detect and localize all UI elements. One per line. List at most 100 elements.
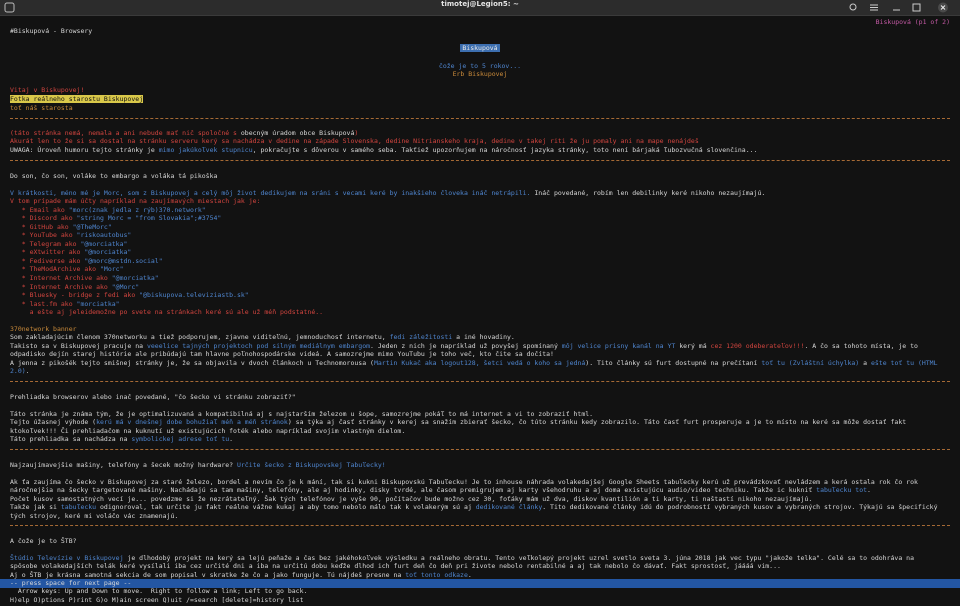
- text: odpadisko dejín starej histórie ale prib…: [10, 349, 554, 358]
- link[interactable]: "morciatka": [76, 299, 120, 308]
- terminal-line: UWAGA: Úroveň humoru tejto stránky je mi…: [10, 146, 757, 155]
- text: Najzaujímavejšie mašiny, telefóny a šece…: [10, 460, 237, 469]
- link[interactable]: 2.0): [10, 366, 26, 375]
- text: Arrow keys: Up and Down to move. Right t…: [10, 586, 308, 595]
- text: UWAGA: Úroveň humoru tejto stránky je: [10, 145, 159, 154]
- link[interactable]: Štúdio Televízie v Biskupovej: [10, 553, 124, 562]
- link[interactable]: "string Morc = "from Slovakia";#3754": [76, 213, 222, 222]
- link[interactable]: toť tu (Zvláštní úchylka): [761, 358, 860, 367]
- terminal-line: Erb Biskupovej: [0, 70, 960, 79]
- terminal-line: * Discord ako "string Morc = "from Slova…: [10, 213, 222, 223]
- text: Som zakladajúcim členom 370networku a ti…: [10, 332, 390, 341]
- link[interactable]: "riskoautobus": [76, 230, 132, 239]
- terminal-line: Arrow keys: Up and Down to move. Right t…: [10, 586, 308, 596]
- link[interactable]: dedikované články: [475, 502, 543, 511]
- terminal-line: * Fediverse ako "@morc@mstdn.social": [10, 257, 163, 266]
- menu-button[interactable]: [870, 4, 878, 11]
- terminal-line: 370network banner: [10, 325, 77, 334]
- terminal-line: Takže jak si tabuľecku odignoroval, tak …: [10, 503, 937, 512]
- terminal-line: Táto stránka je známa tým, že je optimal…: [10, 410, 593, 419]
- text: .: [229, 434, 234, 443]
- terminal-line: * Telegram ako "@morciatka": [10, 239, 128, 249]
- text: Táto stránka je známa tým, že je optimal…: [10, 409, 594, 418]
- horizontal-rule: [10, 525, 950, 526]
- link[interactable]: Biskupová: [460, 43, 500, 52]
- link[interactable]: Určite šecko z Biskupovskej Tabuľecky!: [236, 460, 386, 469]
- terminal-line: (táto stránka nemá, nemala a ani nebude …: [10, 129, 358, 138]
- text: * eXtwitter ako: [10, 247, 85, 256]
- terminal-line: * GitHub ako "@TheMorc": [10, 223, 112, 232]
- terminal-line: toť náš starosta: [10, 104, 73, 113]
- terminal-line: Prehliadka browserov alebo inač povedané…: [10, 393, 296, 402]
- link[interactable]: mimo jakúkoľvek stupnicu: [158, 145, 253, 154]
- text: Tejto úžasnej výhode (: [10, 417, 97, 426]
- text: a ešte aj jeleidemožne po svete na strán…: [10, 307, 324, 316]
- link[interactable]: toť tonto odkaze: [405, 570, 468, 579]
- link[interactable]: môj velice prisny kanál na YT: [561, 341, 676, 350]
- text: Táto prehliadka sa nachádza na: [10, 434, 132, 443]
- text: Ak ťa zaujíma čo šecko v Biskupovej za s…: [10, 477, 918, 486]
- terminal-line: 2.0).: [10, 367, 30, 376]
- status-bar: [0, 579, 960, 588]
- link[interactable]: veeelice tajných projektoch pod silným m…: [146, 341, 371, 350]
- terminal-line: * Bluesky - bridge z fedi ako "@biskupov…: [10, 291, 249, 300]
- terminal-line: A jenna z pikošék tejto smišnej stránky …: [10, 359, 938, 368]
- terminal-line: #Biskupová - Browsery: [10, 27, 92, 36]
- terminal-line: * Internet Archive ako "@morciatka": [10, 274, 159, 283]
- close-icon: [940, 5, 946, 10]
- text: ktokoľvek!!! Či prehliadačom na kuknutí …: [10, 426, 406, 435]
- text: V tom prípade mám účty napríklad na zauj…: [10, 196, 261, 205]
- text: * Fediverse ako: [10, 256, 85, 265]
- horizontal-rule: [10, 449, 950, 450]
- maximize-button[interactable]: [912, 3, 921, 12]
- terminal-icon[interactable]: [4, 2, 15, 13]
- link[interactable]: "@morciatka": [111, 273, 159, 282]
- link[interactable]: symbolickej adrese toť tu: [131, 434, 230, 443]
- link[interactable]: fedi záležitosti: [389, 332, 453, 341]
- terminal-line: * Email ako "morc(znak jedla z rýb)370.n…: [10, 206, 206, 215]
- terminal-line: * TheModArchive ako "Morc": [10, 265, 124, 274]
- text: a: [859, 358, 871, 367]
- link[interactable]: Martin Kukač aka logout128, šetci vedá o…: [373, 358, 586, 367]
- link[interactable]: "@Morc": [111, 282, 140, 291]
- link[interactable]: "morc(znak jedla z rýb)370.network": [68, 205, 206, 214]
- text: .: [467, 570, 472, 579]
- text: ) sa týka aj časť stránky v kerej sa sna…: [287, 417, 907, 426]
- terminal-line: * last.fm ako "morciatka": [10, 300, 120, 309]
- link[interactable]: čože je to 5 rokov...: [438, 61, 522, 70]
- link[interactable]: "Morc": [100, 264, 124, 273]
- terminal-line: H)elp O)ptions P)rint G)o M)ain screen Q…: [10, 596, 304, 605]
- text: #Biskupová - Browsery: [10, 26, 93, 35]
- text: Takisto sa v Biskupovej pracuje na: [10, 341, 147, 350]
- text: odignoroval, tak určite ju fakt reálne v…: [96, 502, 476, 511]
- text: A jenna z pikošék tejto smišnej stránky …: [10, 358, 374, 367]
- text: Prehliadka browserov alebo inač povedané…: [10, 392, 296, 401]
- terminal-line: a ešte aj jeleidemožne po svete na strán…: [10, 307, 324, 317]
- link[interactable]: ešte toť tu (HTML: [870, 358, 938, 367]
- link[interactable]: tabuľecku tot: [816, 485, 868, 494]
- search-button[interactable]: [849, 3, 857, 11]
- terminal-line: Tejto úžasnej výhode (kerú má v dnešnej …: [10, 418, 906, 427]
- link[interactable]: "@morc@mstdn.social": [84, 256, 163, 265]
- terminal-line: ktokoľvek!!! Či prehliadačom na kuknutí …: [10, 427, 405, 436]
- link[interactable]: Fotka reálneho starostu Biskupovej: [10, 94, 144, 103]
- terminal-line: Štúdio Televízie v Biskupovej je dlhodob…: [10, 554, 914, 563]
- link[interactable]: tabuľecku: [60, 502, 97, 511]
- text: Biskupová (p1 of 2): [875, 17, 950, 26]
- terminal-line: Táto prehliadka sa nachádza na symbolick…: [10, 435, 233, 444]
- terminal-line: -- press space for next page --: [10, 579, 131, 588]
- link[interactable]: kerú má v dnešnej dobe bohužiaľ méň a mé…: [96, 417, 288, 426]
- terminal-line: Najzaujímavejšie mašiny, telefóny a šece…: [10, 461, 386, 470]
- text: .: [867, 485, 871, 494]
- text: cez 1200 odeberateľov!!!: [710, 341, 805, 350]
- link[interactable]: "@biskupova.televiziastb.sk": [139, 290, 249, 299]
- link[interactable]: "@morciatka": [84, 247, 132, 256]
- link[interactable]: V krátkosti, méno mé je Morc, som z Bisk…: [10, 188, 531, 197]
- terminal-line: * YouTube ako "riskoautobus": [10, 230, 132, 240]
- link[interactable]: "@TheMorc": [72, 222, 112, 231]
- terminal-line: Do son, čo son, voláke to embargo a volá…: [10, 172, 217, 181]
- text: a iné hovadiny.: [452, 332, 515, 341]
- terminal-line: čože je to 5 rokov...: [0, 62, 960, 71]
- text: * Discord ako: [10, 213, 77, 222]
- link[interactable]: "@morciatka": [80, 239, 128, 248]
